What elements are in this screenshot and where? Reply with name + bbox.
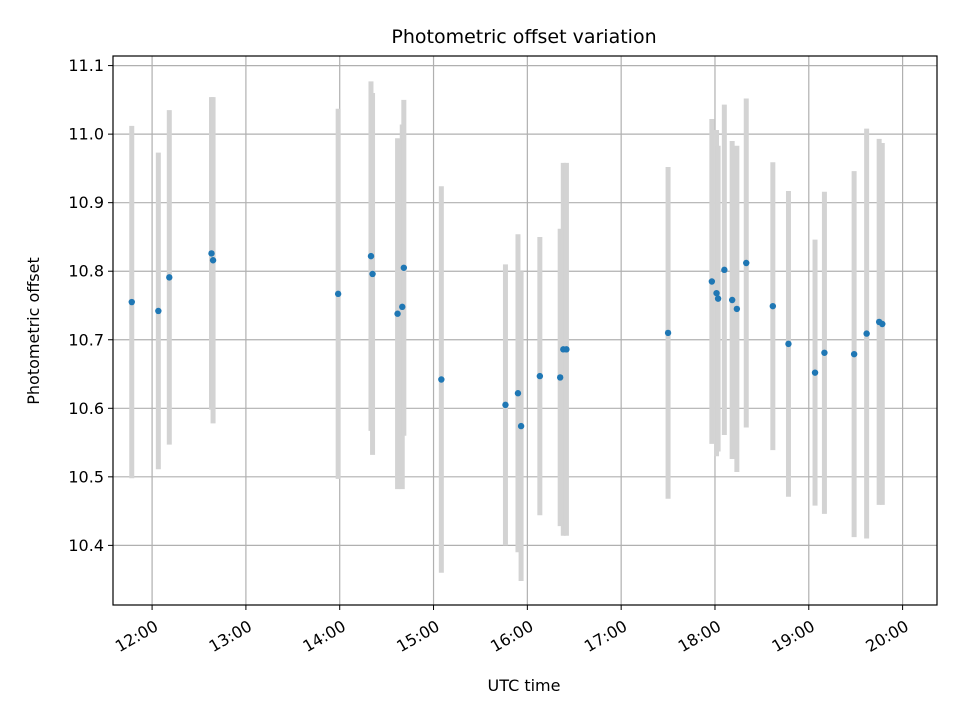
data-point [708,278,716,285]
y-tick-label: 10.4 [68,536,104,555]
axes [108,55,938,610]
y-tick-label: 10.6 [68,399,104,418]
y-tick-label: 11.1 [68,56,104,75]
data-point [536,372,544,380]
data-point [128,298,135,306]
y-tick-label: 10.5 [68,467,104,486]
data-point [438,376,445,383]
data-point [563,346,570,353]
data-point [166,274,173,281]
data-point [399,303,406,311]
data-point [394,310,401,317]
data-point [733,305,741,313]
data-point [367,252,375,260]
data-point [721,266,728,274]
data-point [769,302,777,310]
data-points [128,250,886,430]
data-point [713,289,720,297]
data-point [879,320,886,328]
data-point [514,390,522,397]
plot-frame [112,55,938,606]
y-tick-label: 10.9 [68,193,104,212]
data-point [502,401,509,409]
y-tick-label: 10.7 [68,330,104,349]
data-point [209,257,217,264]
data-point [208,250,215,257]
data-point [369,270,376,278]
chart-title: Photometric offset variation [391,26,656,48]
data-point [517,422,525,430]
data-point [811,369,819,376]
data-point [850,350,858,358]
data-point [821,349,828,356]
data-point [334,290,342,298]
data-point [400,264,408,271]
data-point [664,329,672,337]
y-tick-label: 11.0 [68,125,104,144]
data-point [155,307,162,315]
data-point [863,330,870,337]
data-point [714,295,722,302]
data-point [743,259,750,267]
y-tick-label: 10.8 [68,262,104,281]
data-point [728,296,736,304]
data-point [556,374,564,381]
data-point [785,340,792,348]
y-axis-label: Photometric offset [24,257,43,405]
x-axis-label: UTC time [488,676,561,695]
